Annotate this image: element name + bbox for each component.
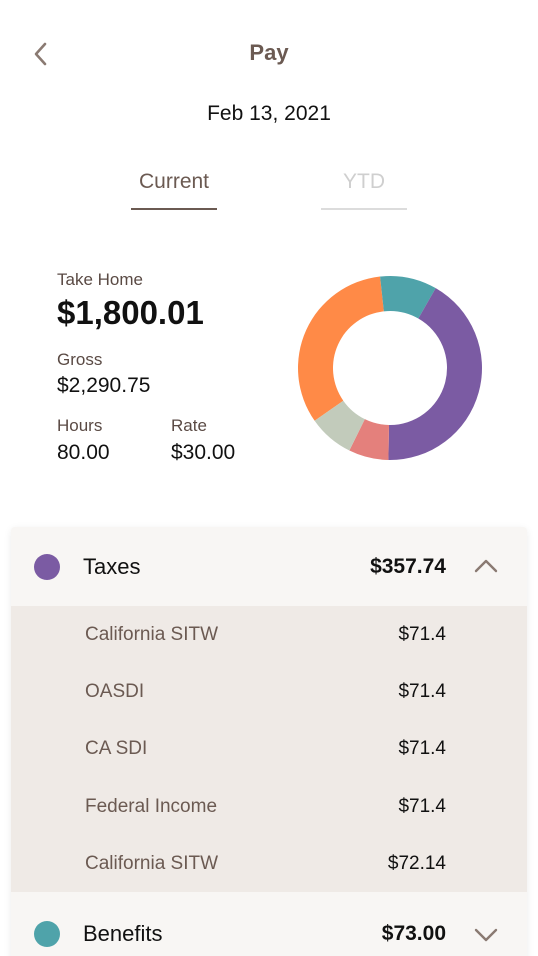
chevron-left-icon [34, 42, 47, 66]
tax-item-name: California SITW [85, 624, 219, 645]
breakdown-card: Taxes $357.74 California SITW $71.4 OASD… [11, 527, 527, 956]
donut-slice-4 [349, 419, 390, 460]
take-home-value: $1,800.01 [57, 294, 204, 331]
back-button[interactable] [28, 38, 56, 70]
tax-item-name: California SITW [85, 853, 219, 874]
taxes-amount: $357.74 [370, 555, 446, 578]
donut-slice-2 [380, 276, 436, 319]
tab-ytd-underline [321, 208, 407, 210]
benefits-amount: $73.00 [381, 922, 446, 945]
list-item: CA SDI $71.4 [11, 720, 527, 777]
tab-current-underline [131, 208, 217, 210]
page-title: Pay [249, 40, 289, 65]
tax-item-amount: $71.4 [398, 796, 446, 817]
chevron-down-icon[interactable] [473, 926, 499, 944]
tax-item-name: Federal Income [85, 796, 218, 817]
tab-ytd[interactable]: YTD [321, 170, 407, 210]
list-item: Federal Income $71.4 [11, 778, 527, 835]
donut-slice-5 [314, 400, 365, 451]
list-item: California SITW $72.14 [11, 835, 527, 892]
hours-label: Hours [57, 416, 103, 435]
donut-slice-3 [388, 288, 483, 460]
gross-value: $2,290.75 [57, 374, 151, 397]
rate-value: $30.00 [171, 441, 236, 464]
tab-current-label: Current [138, 170, 210, 193]
benefits-label: Benefits [83, 921, 163, 946]
taxes-color-dot [34, 554, 60, 580]
take-home-label: Take Home [57, 270, 143, 289]
tax-item-amount: $72.14 [387, 853, 446, 874]
gross-label: Gross [57, 350, 103, 369]
tax-item-amount: $71.4 [398, 738, 446, 759]
tax-item-name: OASDI [85, 681, 145, 702]
taxes-details: California SITW $71.4 OASDI $71.4 CA SDI… [11, 606, 527, 892]
pay-date: Feb 13, 2021 [207, 102, 331, 125]
benefits-color-dot [34, 921, 60, 947]
tab-ytd-label: YTD [343, 170, 385, 193]
taxes-label: Taxes [83, 554, 141, 579]
donut-slice-1 [298, 276, 384, 421]
chevron-up-icon[interactable] [473, 557, 499, 575]
taxes-row[interactable]: Taxes $357.74 [11, 527, 527, 605]
tax-item-amount: $71.4 [398, 681, 446, 702]
tax-item-name: CA SDI [85, 738, 148, 759]
hours-value: 80.00 [57, 441, 110, 464]
header: Pay [0, 0, 538, 110]
list-item: OASDI $71.4 [11, 663, 527, 720]
tab-current[interactable]: Current [131, 170, 217, 210]
list-item: California SITW $71.4 [11, 606, 527, 663]
pay-donut-chart [298, 276, 483, 460]
rate-label: Rate [171, 416, 207, 435]
benefits-row[interactable]: Benefits $73.00 [11, 894, 527, 956]
tax-item-amount: $71.4 [398, 624, 446, 645]
